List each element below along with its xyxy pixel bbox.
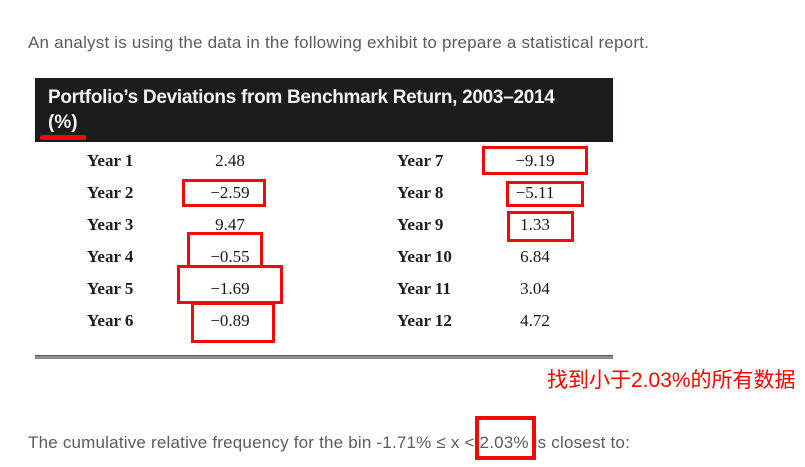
deviation-value: −9.19	[515, 151, 555, 170]
year-label: Year 4	[87, 247, 134, 266]
deviation-value: 4.72	[520, 311, 550, 330]
annotation-box-year4	[187, 232, 263, 268]
table-row: Year 4 −0.55 Year 10 6.84	[35, 241, 613, 273]
exhibit-header: Portfolio’s Deviations from Benchmark Re…	[35, 78, 613, 142]
deviation-value: −1.69	[210, 279, 250, 298]
year-label: Year 11	[397, 279, 451, 298]
chinese-annotation: 找到小于2.03%的所有数据	[547, 369, 796, 392]
table-row: Year 1 2.48 Year 7 −9.19	[35, 145, 613, 177]
exhibit-title-unit: (%)	[48, 112, 78, 133]
intro-text: An analyst is using the data in the foll…	[28, 33, 650, 52]
annotation-box-year5	[177, 265, 283, 304]
year-label: Year 6	[87, 311, 134, 330]
deviation-value: 3.04	[520, 279, 550, 298]
deviation-value: −2.59	[210, 183, 250, 202]
exhibit-body: Year 1 2.48 Year 7 −9.19 Year 2 −2.59 Ye…	[35, 145, 613, 337]
table-row: Year 5 −1.69 Year 11 3.04	[35, 273, 613, 305]
year-label: Year 7	[397, 151, 444, 170]
year-label: Year 9	[397, 215, 444, 234]
year-label: Year 2	[87, 183, 134, 202]
table-row: Year 6 −0.89 Year 12 4.72	[35, 305, 613, 337]
exhibit-table: Portfolio’s Deviations from Benchmark Re…	[35, 78, 613, 362]
boxed-value: 2.03%	[479, 433, 529, 452]
boxed-value-annotation: 2.03%	[474, 416, 536, 460]
red-underline-annotation	[40, 135, 86, 140]
year-label: Year 12	[397, 311, 452, 330]
deviation-value: −0.55	[210, 247, 250, 266]
deviation-value: 2.48	[215, 151, 245, 170]
deviation-value: 1.33	[520, 215, 550, 234]
table-row: Year 3 9.47 Year 9 1.33	[35, 209, 613, 241]
deviation-value: −5.11	[515, 183, 555, 202]
exhibit-title: Portfolio’s Deviations from Benchmark Re…	[48, 87, 555, 108]
table-bottom-rule	[35, 355, 613, 359]
year-label: Year 1	[87, 151, 134, 170]
year-label: Year 10	[397, 247, 452, 266]
question-text-before: The cumulative relative frequency for th…	[28, 433, 480, 452]
table-row: Year 2 −2.59 Year 8 −5.11	[35, 177, 613, 209]
question-text: The cumulative relative frequency for th…	[28, 416, 798, 460]
deviation-value: 6.84	[520, 247, 550, 266]
deviation-value: −0.89	[210, 311, 250, 330]
annotation-box-year9	[507, 211, 574, 242]
year-label: Year 8	[397, 183, 444, 202]
year-label: Year 5	[87, 279, 134, 298]
annotation-box-year8	[506, 181, 584, 207]
question-text-after: is closest to:	[528, 433, 631, 452]
deviation-value: 9.47	[215, 215, 245, 234]
year-label: Year 3	[87, 215, 134, 234]
annotation-box-year6	[191, 302, 275, 343]
annotation-box-year7	[482, 146, 588, 175]
annotation-box-year2	[182, 179, 266, 207]
